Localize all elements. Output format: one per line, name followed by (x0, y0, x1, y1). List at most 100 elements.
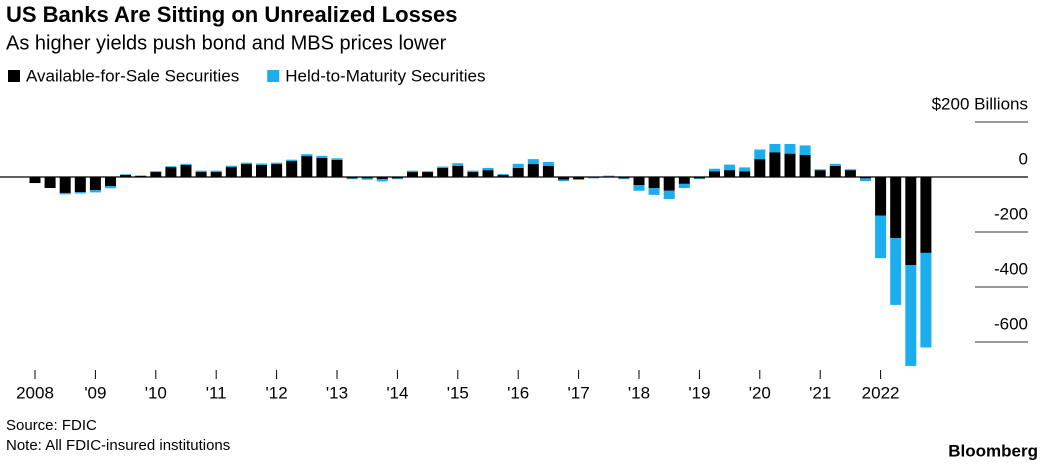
bar-segment (89, 177, 101, 191)
bar-segment (89, 190, 101, 193)
bar-segment (256, 163, 267, 165)
bar-segment (74, 192, 86, 194)
bar-segment (105, 177, 116, 187)
bar-segment (875, 177, 887, 216)
bar-segment (588, 177, 600, 179)
brand: Bloomberg (948, 441, 1038, 460)
bar-segment (860, 177, 871, 179)
bar-segment (829, 166, 841, 177)
bar-segment (512, 163, 524, 168)
bar-segment (437, 167, 449, 177)
bar-segment (135, 175, 147, 177)
bar-segment (482, 170, 494, 177)
bar-segment (648, 188, 660, 195)
bar-segment (452, 166, 464, 177)
bar-segment (784, 144, 796, 154)
legend-label: Available-for-Sale Securities (26, 66, 239, 85)
bar-segment (814, 169, 826, 171)
bar-segment (407, 170, 418, 173)
bar-segment (29, 177, 41, 184)
bar-segment (844, 169, 856, 171)
bar-segment (361, 178, 373, 180)
bar-segment (542, 161, 554, 166)
x-tick-label: '13 (326, 383, 348, 402)
bar-segment (573, 179, 585, 181)
x-tick-label: '14 (386, 383, 408, 402)
bar-segment (240, 164, 252, 177)
bar-segment (437, 166, 449, 168)
bar-segment (558, 177, 569, 180)
bar-segment (648, 177, 660, 188)
bar-segment (905, 265, 917, 366)
bar-segment (573, 177, 585, 180)
bar-segment (180, 163, 192, 165)
bar-segment (890, 238, 902, 305)
bar-segment (588, 177, 600, 178)
bar-segment (150, 171, 162, 173)
bar-segment (769, 144, 781, 153)
x-tick-label: 2022 (862, 383, 900, 402)
bar-segment (663, 177, 675, 191)
x-tick-label: '21 (809, 383, 831, 402)
bar-segment (527, 159, 539, 165)
bar-segment (709, 168, 720, 172)
bar-segment (361, 177, 373, 179)
bar-segment (256, 164, 267, 177)
y-tick-label: -200 (994, 204, 1028, 223)
legend-swatch (8, 70, 20, 82)
y-tick-label: -400 (994, 259, 1028, 278)
bar-segment (331, 158, 343, 160)
bar-segment (799, 155, 811, 177)
bar-segment (225, 167, 237, 177)
x-tick-label: '19 (688, 383, 710, 402)
bar-segment (905, 177, 917, 265)
bar-segment (105, 186, 116, 189)
y-tick-label: -600 (994, 314, 1028, 333)
x-tick-label: '20 (749, 383, 771, 402)
bar-segment (225, 165, 237, 168)
bar-segment (346, 178, 358, 180)
bar-segment (422, 171, 434, 173)
bar-segment (165, 167, 177, 177)
bar-segment (180, 164, 192, 177)
bar-segment (120, 174, 132, 177)
bar-segment (165, 166, 177, 168)
bar-segment (422, 172, 434, 177)
bar-segment (512, 167, 524, 177)
bar-segment (376, 179, 388, 182)
bar-segment (693, 178, 705, 180)
bar-segment (301, 156, 313, 177)
chart-subtitle: As higher yields push bond and MBS price… (6, 32, 447, 54)
bar-segment (603, 176, 615, 177)
bar-segment (860, 178, 871, 182)
bar-segment (678, 177, 690, 184)
x-tick-label: 2008 (16, 383, 54, 402)
x-tick-label: '15 (447, 383, 469, 402)
bar-segment (452, 163, 464, 166)
bar-segment (784, 153, 796, 177)
bar-segment (633, 185, 645, 191)
bar-segment (467, 170, 479, 173)
bar-segment (875, 215, 887, 259)
bar-segment (135, 175, 147, 176)
source: Source: FDIC (6, 417, 97, 434)
bar-segment (814, 170, 826, 177)
bar-segment (618, 178, 630, 180)
bar-segment (890, 177, 902, 239)
bar-segment (195, 170, 207, 173)
bar-segment (271, 164, 283, 177)
bar-segment (709, 171, 720, 177)
y-tick-label: 0 (1019, 149, 1028, 168)
x-tick-label: '18 (628, 383, 650, 402)
x-tick-label: '12 (266, 383, 288, 402)
note: Note: All FDIC-insured institutions (6, 437, 230, 454)
x-tick-label: '09 (84, 383, 106, 402)
bar-segment (663, 190, 675, 199)
bar-segment (210, 172, 222, 177)
bar-segment (754, 149, 766, 160)
bar-segment (739, 171, 751, 177)
bar-segment (210, 170, 222, 173)
bar-segment (497, 174, 509, 177)
bar-segment (316, 158, 328, 177)
